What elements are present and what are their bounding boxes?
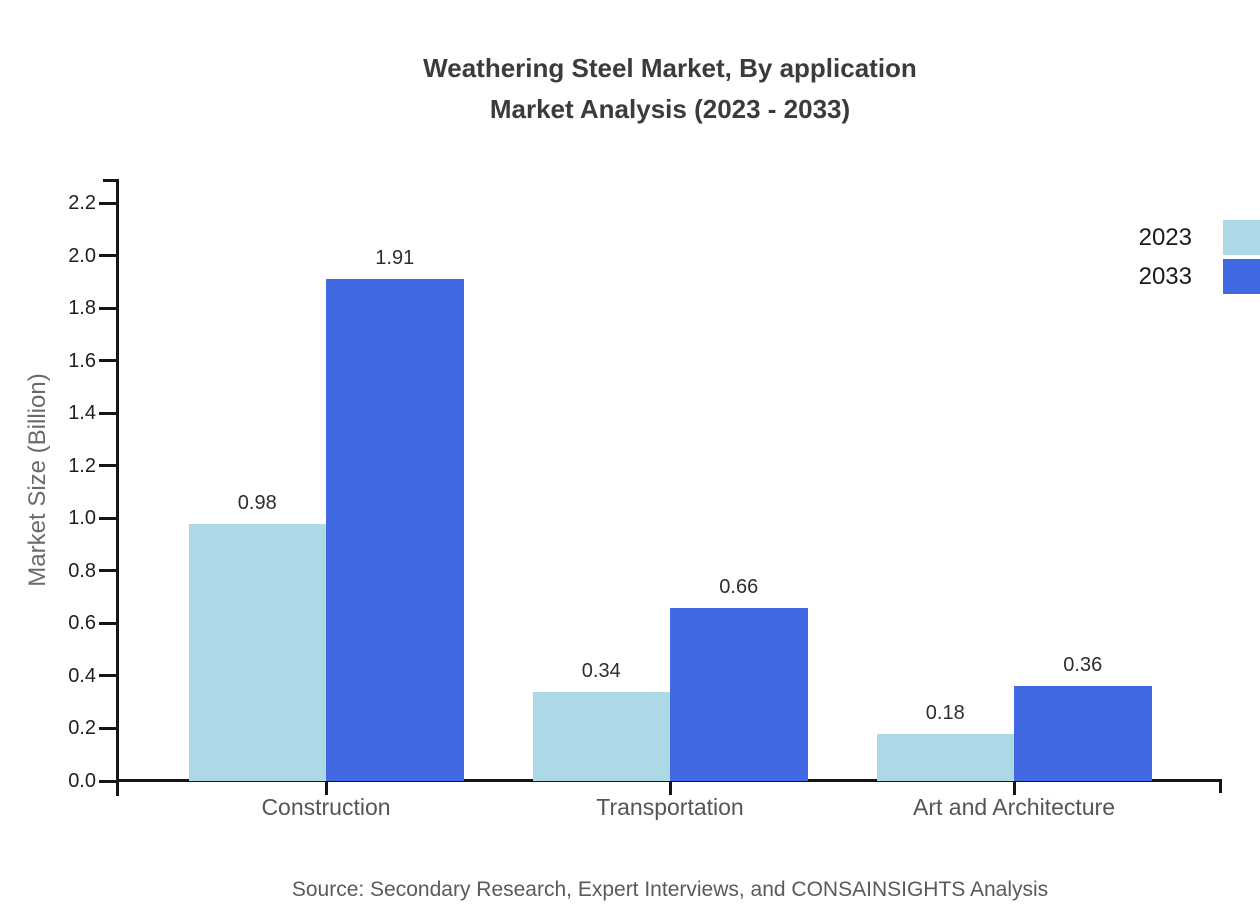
y-tick-label: 1.4 [68,402,96,425]
x-tick-mark [668,781,672,795]
legend-swatch-2023 [1223,220,1260,255]
chart-title-line2: Market Analysis (2023 - 2033) [489,94,851,124]
source-note: Source: Secondary Research, Expert Inter… [291,878,1049,901]
y-tick-mark [99,411,118,415]
y-tick-label: 0.4 [68,664,96,687]
bar-value-label: 0.34 [581,659,621,682]
y-tick-label: 1.8 [68,297,96,320]
y-tick-mark [99,621,118,625]
y-tick-label: 0.0 [68,770,96,792]
bar-value-label: 0.36 [1063,654,1103,677]
y-tick-label: 2.2 [68,192,96,215]
y-tick-mark [99,201,118,205]
y-tick-label: 0.6 [68,612,96,635]
y-tick-mark [99,254,118,258]
y-tick-mark [99,464,118,468]
category-label: Art and Architecture [913,794,1115,820]
x-tick-mark [324,781,328,795]
bar-2023-art-and-architecture [876,733,1014,781]
y-tick-mark [99,306,118,310]
bar-value-label: 1.91 [375,247,415,270]
legend-swatch-2033 [1223,259,1260,294]
x-tick-mark [1012,781,1016,795]
x-axis-left-cap [116,779,119,796]
y-axis-line [116,180,119,781]
y-tick-label: 0.8 [68,559,96,582]
y-tick-mark [99,726,118,730]
bar-2033-transportation [670,607,808,781]
chart-title-line1: Weathering Steel Market, By application [423,53,917,83]
y-tick-label: 1.6 [68,349,96,372]
y-tick-mark [99,779,118,783]
bar-2023-transportation [532,691,670,781]
x-axis-right-cap [1219,779,1222,793]
bar-value-label: 0.98 [237,491,277,514]
y-tick-mark [99,569,118,573]
bar-value-label: 0.66 [719,575,759,598]
y-tick-label: 1.2 [68,454,96,477]
legend-label-2023: 2023 [1138,224,1192,251]
y-axis-top-cap [103,179,119,182]
y-tick-mark [99,674,118,678]
bar-2033-construction [326,279,464,781]
bar-value-label: 0.18 [925,701,965,724]
y-tick-mark [99,359,118,363]
category-label: Construction [261,794,391,820]
legend-label-2033: 2033 [1138,263,1192,290]
bar-2033-art-and-architecture [1014,686,1152,781]
chart-title: Weathering Steel Market, By application … [70,48,1260,130]
y-tick-label: 0.2 [68,717,96,740]
y-tick-label: 2.0 [68,244,96,267]
category-label: Transportation [596,794,744,820]
y-tick-mark [99,516,118,520]
bar-2023-construction [188,523,326,781]
y-tick-label: 1.0 [68,507,96,530]
